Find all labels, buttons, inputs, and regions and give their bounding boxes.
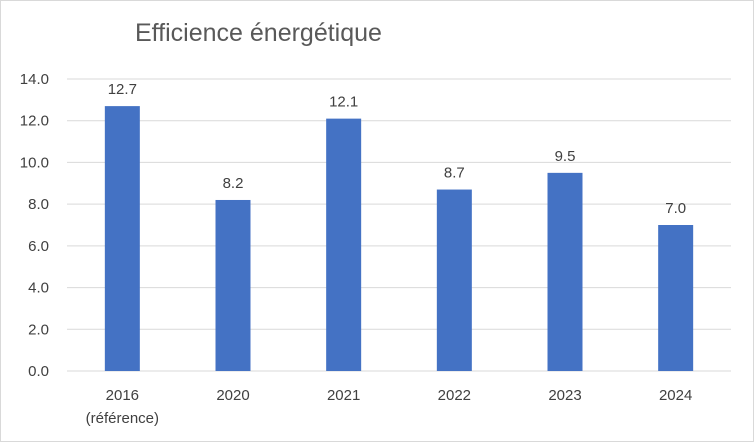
data-label: 7.0 — [665, 200, 686, 217]
x-tick-note: (référence) — [86, 410, 159, 427]
data-label: 9.5 — [555, 148, 576, 165]
y-tick-label: 8.0 — [28, 196, 49, 213]
data-label: 12.7 — [108, 81, 137, 98]
x-tick-label: 2024 — [659, 387, 692, 404]
y-tick-label: 2.0 — [28, 321, 49, 338]
x-tick-label: 2021 — [327, 387, 360, 404]
x-tick-label: 2023 — [548, 387, 581, 404]
bar — [104, 106, 140, 371]
x-tick-label: 2020 — [216, 387, 249, 404]
y-tick-label: 10.0 — [20, 154, 49, 171]
bar — [658, 225, 694, 371]
data-label: 12.1 — [329, 94, 358, 111]
bar — [547, 172, 583, 371]
y-tick-label: 6.0 — [28, 238, 49, 255]
y-tick-label: 0.0 — [28, 363, 49, 380]
y-tick-label: 14.0 — [20, 71, 49, 88]
x-tick-label: 2022 — [438, 387, 471, 404]
y-tick-label: 12.0 — [20, 113, 49, 130]
x-tick-label: 2016 — [106, 387, 139, 404]
bar — [215, 199, 251, 371]
data-label: 8.7 — [444, 165, 465, 182]
y-tick-label: 4.0 — [28, 280, 49, 297]
chart-title: Efficience énergétique — [135, 19, 382, 47]
bar — [326, 118, 362, 371]
bar — [436, 189, 472, 371]
data-label: 8.2 — [223, 175, 244, 192]
